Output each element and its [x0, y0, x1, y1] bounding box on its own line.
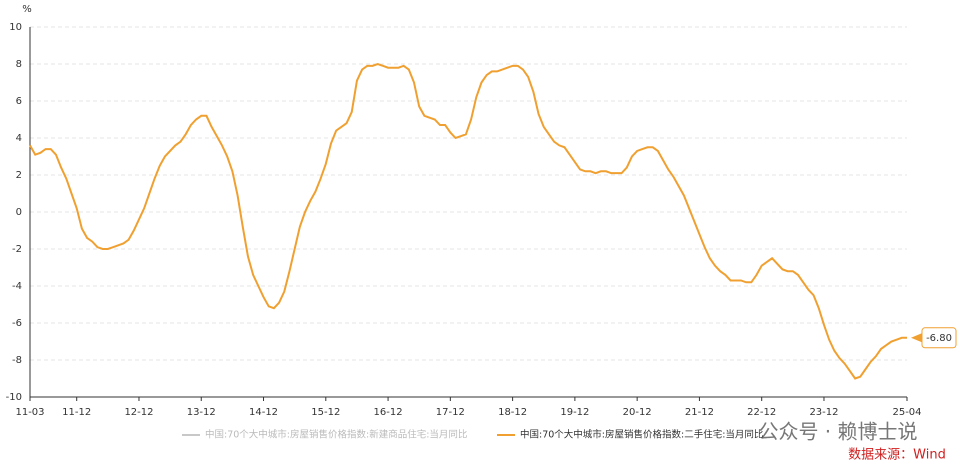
x-tick-label: 25-04	[892, 407, 921, 418]
label-pointer	[911, 332, 923, 343]
y-tick-label: 4	[16, 133, 22, 144]
y-tick-label: 10	[9, 22, 22, 33]
x-tick-label: 15-12	[311, 407, 340, 418]
y-tick-label: 8	[16, 59, 22, 70]
x-tick-label: 22-12	[747, 407, 776, 418]
x-tick-label: 16-12	[374, 407, 403, 418]
x-tick-label: 17-12	[436, 407, 465, 418]
y-tick-label: 2	[16, 170, 22, 181]
watermark: 公众号 · 赖博士说	[758, 420, 917, 444]
x-tick-label: 23-12	[809, 407, 838, 418]
x-tick-label: 18-12	[498, 407, 527, 418]
y-tick-label: -10	[6, 392, 22, 403]
label-box	[921, 327, 957, 349]
source: 数据来源：Wind	[848, 448, 946, 463]
x-tick-label: 14-12	[249, 407, 278, 418]
y-tick-label: -8	[12, 355, 22, 366]
y-tick-label: 6	[16, 96, 22, 107]
legend-label: 中国:70个大中城市:房屋销售价格指数:新建商品住宅:当月同比	[205, 429, 467, 441]
y-unit: %	[22, 4, 32, 15]
y-tick-label: 0	[16, 207, 22, 218]
x-tick-label: 11-12	[62, 407, 91, 418]
series-line	[29, 62, 907, 380]
x-tick-label: 20-12	[623, 407, 652, 418]
y-tick-label: -6	[12, 318, 22, 329]
x-tick-label: 21-12	[685, 407, 714, 418]
y-tick-label: -4	[12, 281, 22, 292]
x-tick-label: 13-12	[187, 407, 216, 418]
last-value-label: -6.80	[926, 333, 952, 344]
legend-label: 中国:70个大中城市:房屋销售价格指数:二手住宅:当月同比	[520, 429, 763, 441]
y-tick-label: -2	[12, 244, 22, 255]
x-tick-label: 11-03	[15, 407, 44, 418]
x-tick-label: 12-12	[124, 407, 153, 418]
x-tick-label: 19-12	[560, 407, 589, 418]
